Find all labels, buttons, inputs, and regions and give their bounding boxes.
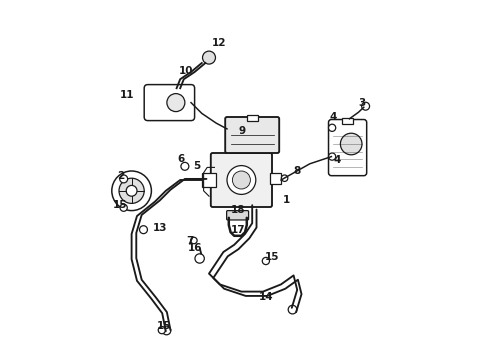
Circle shape [140, 226, 147, 234]
Circle shape [227, 166, 256, 194]
FancyBboxPatch shape [144, 85, 195, 121]
FancyBboxPatch shape [227, 211, 248, 220]
Text: 3: 3 [358, 98, 366, 108]
Text: 6: 6 [177, 154, 185, 164]
Circle shape [288, 305, 297, 314]
Circle shape [341, 133, 362, 155]
Text: 15: 15 [265, 252, 279, 262]
Text: 2: 2 [117, 171, 124, 181]
Text: 1: 1 [283, 195, 290, 205]
Circle shape [112, 171, 151, 211]
Text: 10: 10 [178, 66, 193, 76]
Circle shape [120, 204, 127, 211]
Circle shape [181, 162, 189, 170]
FancyBboxPatch shape [211, 153, 272, 207]
Circle shape [328, 124, 336, 131]
Circle shape [167, 94, 185, 112]
Text: 4: 4 [333, 155, 341, 165]
Text: 12: 12 [212, 38, 226, 48]
Circle shape [362, 102, 369, 110]
FancyBboxPatch shape [328, 120, 367, 176]
Text: 13: 13 [153, 222, 168, 233]
Circle shape [119, 178, 144, 203]
Text: 16: 16 [187, 243, 202, 253]
Circle shape [191, 237, 197, 244]
Bar [247, 115, 258, 121]
Text: 15: 15 [157, 321, 171, 331]
FancyBboxPatch shape [225, 117, 279, 153]
Text: 18: 18 [231, 204, 246, 215]
Circle shape [162, 326, 171, 335]
Bar [342, 118, 353, 124]
Text: 4: 4 [329, 112, 337, 122]
Text: 9: 9 [239, 126, 245, 136]
Circle shape [202, 51, 216, 64]
Text: 17: 17 [231, 225, 246, 235]
Text: 7: 7 [186, 236, 194, 246]
Text: 5: 5 [193, 161, 200, 171]
Circle shape [158, 327, 166, 334]
Text: 15: 15 [113, 200, 127, 210]
Circle shape [126, 185, 137, 196]
Text: 8: 8 [294, 166, 301, 176]
Circle shape [328, 153, 336, 160]
Bar [202, 173, 216, 187]
Circle shape [262, 257, 270, 265]
Bar [270, 173, 281, 184]
Circle shape [120, 175, 127, 183]
Circle shape [281, 175, 288, 181]
Text: 11: 11 [120, 90, 134, 100]
Text: 14: 14 [259, 292, 273, 302]
Circle shape [232, 171, 250, 189]
Circle shape [195, 254, 204, 263]
